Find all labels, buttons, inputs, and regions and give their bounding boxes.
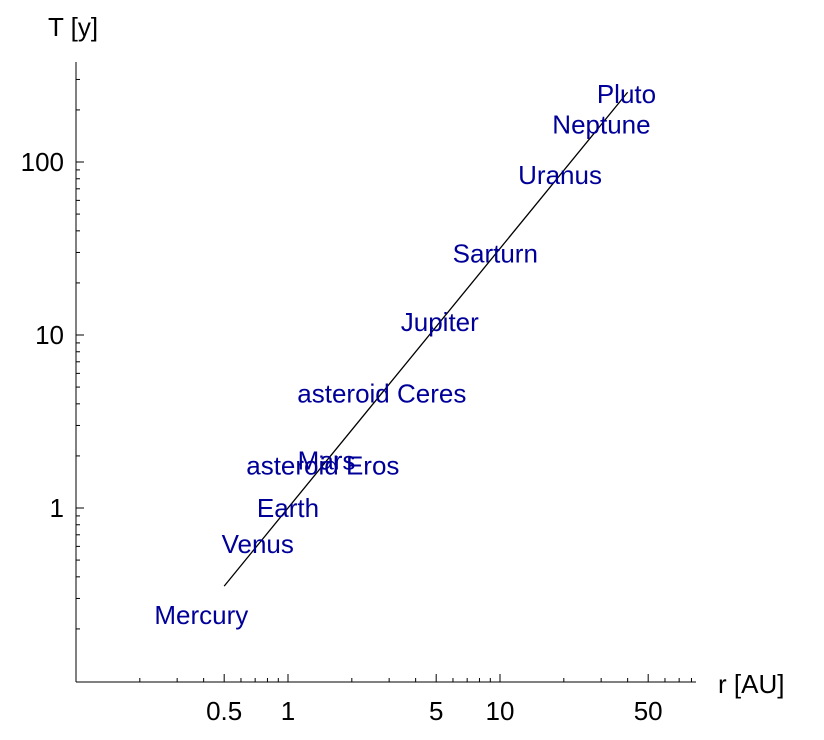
point-label-sarturn: Sarturn — [453, 239, 538, 269]
axes — [75, 62, 696, 683]
point-label-mercury: Mercury — [154, 600, 248, 630]
x-tick-label: 5 — [429, 696, 443, 726]
y-tick-label: 1 — [50, 493, 64, 523]
point-label-jupiter: Jupiter — [401, 307, 479, 337]
point-label-pluto: Pluto — [597, 79, 656, 109]
kepler-fit-line — [223, 91, 629, 587]
y-ticks: 1 10 100 — [21, 78, 84, 630]
point-label-asteroid-eros: asteroid Eros — [246, 451, 399, 481]
y-tick-label: 10 — [35, 320, 64, 350]
x-tick-label: 10 — [486, 696, 515, 726]
point-label-neptune: Neptune — [552, 109, 650, 139]
x-ticks: 0.5 1 5 10 50 — [139, 674, 692, 726]
x-tick-label: 0.5 — [206, 696, 242, 726]
point-label-uranus: Uranus — [518, 160, 602, 190]
x-tick-label: 1 — [281, 696, 295, 726]
point-label-venus: Venus — [222, 529, 294, 559]
x-tick-label: 50 — [634, 696, 663, 726]
point-label-earth: Earth — [257, 493, 319, 523]
y-axis-label: T [y] — [48, 12, 98, 42]
x-axis-label: r [AU] — [718, 669, 784, 699]
y-tick-label: 100 — [21, 147, 64, 177]
fit-line-group — [223, 91, 629, 587]
point-label-asteroid-ceres: asteroid Ceres — [297, 378, 466, 408]
point-label-mars: Mars — [298, 446, 356, 476]
